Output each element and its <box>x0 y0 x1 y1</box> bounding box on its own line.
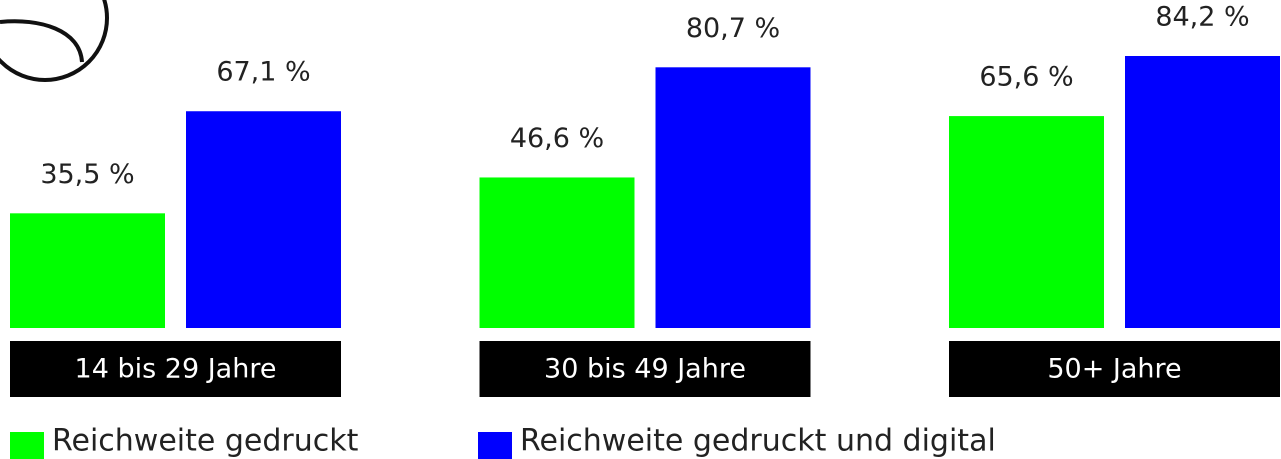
value-label: 80,7 % <box>686 13 780 44</box>
value-label: 35,5 % <box>40 159 134 190</box>
legend-label: Reichweite gedruckt und digital <box>520 424 996 459</box>
bar <box>186 111 341 328</box>
legend-swatch <box>478 432 512 459</box>
value-label: 46,6 % <box>510 123 604 154</box>
legend-label: Reichweite gedruckt <box>52 424 359 459</box>
bar <box>10 213 165 328</box>
category-label: 30 bis 49 Jahre <box>544 354 746 385</box>
category-label: 50+ Jahre <box>1047 354 1181 385</box>
chart: 14 bis 29 Jahre 35,5 % 67,1 % 30 bis 49 Jah… <box>0 0 1281 459</box>
bar <box>480 177 635 328</box>
decoration <box>0 0 107 80</box>
value-label: 67,1 % <box>216 57 310 88</box>
bar <box>1125 56 1280 328</box>
value-label: 84,2 % <box>1155 2 1249 33</box>
value-label: 65,6 % <box>979 62 1073 93</box>
bar <box>656 67 811 328</box>
legend-swatch <box>10 432 44 459</box>
category-label: 14 bis 29 Jahre <box>75 354 277 385</box>
bar <box>949 116 1104 328</box>
